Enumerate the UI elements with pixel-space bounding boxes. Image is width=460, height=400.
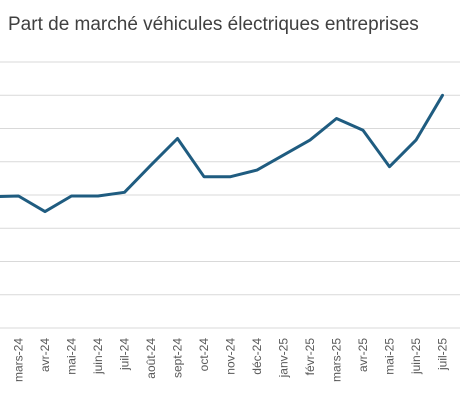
x-tick-label: mars-24	[12, 338, 26, 382]
data-point-juil-24	[123, 190, 127, 194]
data-point-juil-25	[441, 93, 445, 97]
data-point-mars-24	[17, 194, 21, 198]
data-point-déc-24	[255, 168, 259, 172]
x-tick-label: mai-25	[383, 338, 397, 375]
data-point-juin-24	[96, 194, 100, 198]
x-tick-label: avr-24	[38, 338, 52, 372]
chart-title: Part de marché véhicules électriques ent…	[8, 14, 419, 35]
x-tick-label: nov-24	[224, 338, 238, 375]
data-point-nov-24	[229, 175, 233, 179]
x-tick-label: avr-25	[356, 338, 370, 372]
x-tick-label: juil-24	[118, 338, 132, 371]
x-tick-label: janv-25	[277, 338, 291, 379]
gridlines	[0, 61, 460, 329]
data-point-janv-25	[282, 153, 286, 157]
x-tick-label: févr-25	[303, 338, 317, 376]
x-tick-label: juin-24	[91, 338, 105, 375]
x-tick-label: oct-24	[197, 338, 211, 372]
data-point-févr-25	[308, 138, 312, 142]
data-point-sept-24	[176, 136, 180, 140]
x-tick-label: mai-24	[65, 338, 79, 375]
x-tick-label: mars-25	[330, 338, 344, 382]
x-tick-label: août-24	[144, 338, 158, 379]
x-tick-label: sept-24	[171, 338, 185, 378]
data-point-avr-25	[361, 128, 365, 132]
data-point-juin-25	[414, 138, 418, 142]
x-axis-tick-labels: févr-24mars-24avr-24mai-24juin-24juil-24…	[12, 338, 450, 382]
series-group	[0, 93, 445, 214]
x-tick-label: déc-24	[250, 338, 264, 375]
data-point-mars-25	[335, 117, 339, 121]
series-line-0	[0, 93, 444, 214]
data-point-oct-24	[202, 175, 206, 179]
x-tick-label: juin-25	[409, 338, 423, 375]
data-point-mai-25	[388, 165, 392, 169]
data-point-mai-24	[70, 194, 74, 198]
data-point-août-24	[149, 163, 153, 167]
data-point-avr-24	[43, 210, 47, 214]
x-tick-label: juil-25	[436, 338, 450, 371]
